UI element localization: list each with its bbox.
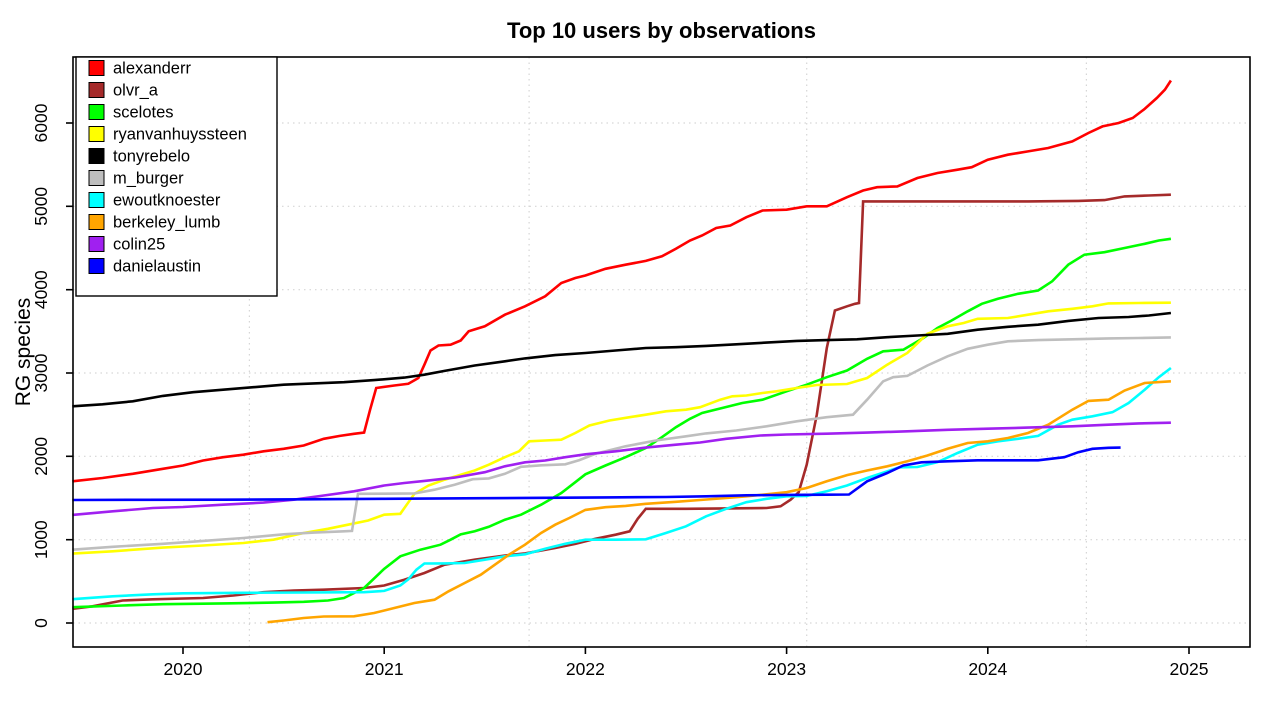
x-tick-label: 2024 — [968, 659, 1007, 679]
legend-swatch-danielaustin — [88, 258, 105, 274]
legend-label-ewoutknoester: ewoutknoester — [113, 192, 221, 210]
legend-label-alexanderr: alexanderr — [113, 60, 191, 78]
x-tick-label: 2023 — [767, 659, 806, 679]
y-tick-label: 3000 — [31, 353, 51, 392]
series-line-m_burger — [72, 336, 1171, 551]
legend-swatch-tonyrebelo — [88, 148, 105, 164]
legend-label-scelotes: scelotes — [113, 104, 174, 122]
legend-swatch-alexanderr — [88, 60, 105, 76]
legend-label-m_burger: m_burger — [113, 170, 184, 188]
legend-box — [75, 56, 278, 297]
legend-label-olvr_a: olvr_a — [113, 82, 159, 100]
series-line-scelotes — [72, 237, 1172, 609]
series-line-colin25 — [72, 421, 1171, 517]
legend-label-berkeley_lumb: berkeley_lumb — [113, 214, 220, 232]
y-tick-label: 4000 — [31, 270, 51, 309]
legend-swatch-berkeley_lumb — [88, 214, 105, 230]
series-line-olvr_a — [72, 193, 1171, 611]
legend-swatch-colin25 — [88, 236, 105, 252]
axes: 2020 2021 2022 2023 2024 2025 0 1000 2000 3000 400… — [31, 56, 1251, 679]
series-line-alexanderr — [72, 79, 1172, 483]
series-line-tonyrebelo — [72, 311, 1172, 408]
y-tick-label: 0 — [31, 618, 51, 628]
series-line-ewoutknoester — [72, 366, 1172, 601]
y-tick-label: 1000 — [31, 520, 51, 559]
y-tick-label: 6000 — [31, 103, 51, 142]
legend: alexanderr olvr_a scelotes ryanvanhuyssteen… — [75, 56, 278, 297]
legend-label-ryanvanhuyssteen: ryanvanhuyssteen — [113, 126, 247, 144]
x-tick-label: 2021 — [365, 659, 404, 679]
y-axis-title: RG species — [12, 297, 35, 407]
x-tick-label: 2020 — [164, 659, 203, 679]
series-line-ryanvanhuyssteen — [72, 301, 1171, 555]
plot-box — [72, 56, 1251, 648]
y-tick-label: 5000 — [31, 187, 51, 226]
series-line-berkeley_lumb — [267, 380, 1171, 624]
legend-label-colin25: colin25 — [113, 236, 165, 254]
chart-title: Top 10 users by observations — [507, 18, 816, 43]
legend-swatch-m_burger — [88, 170, 105, 186]
legend-swatch-ryanvanhuyssteen — [88, 126, 105, 142]
gridlines — [73, 57, 1250, 647]
legend-swatch-olvr_a — [88, 82, 105, 98]
series-line-danielaustin — [72, 446, 1121, 502]
x-tick-label: 2022 — [566, 659, 605, 679]
x-tick-label: 2025 — [1170, 659, 1209, 679]
legend-label-tonyrebelo: tonyrebelo — [113, 148, 190, 166]
series-lines — [72, 79, 1172, 624]
legend-label-danielaustin: danielaustin — [113, 258, 201, 276]
legend-swatch-scelotes — [88, 104, 105, 120]
y-tick-label: 2000 — [31, 437, 51, 476]
legend-swatch-ewoutknoester — [88, 192, 105, 208]
